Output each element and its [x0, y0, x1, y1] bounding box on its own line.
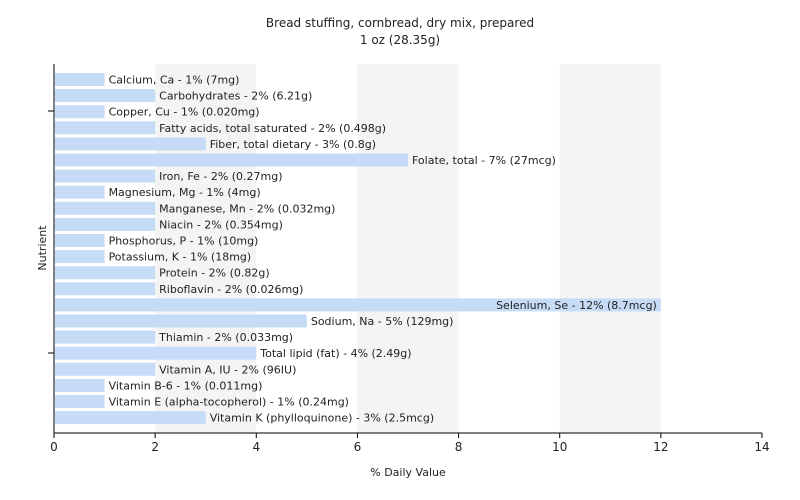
x-axis-label: % Daily Value: [370, 466, 446, 479]
bar-label: Fiber, total dietary - 3% (0.8g): [210, 138, 376, 151]
bar: [55, 250, 105, 264]
x-tick-label: 12: [653, 440, 668, 454]
bar: [55, 378, 105, 392]
bar: [55, 282, 156, 296]
bar-label: Vitamin B-6 - 1% (0.011mg): [109, 379, 263, 392]
bar: [55, 217, 156, 231]
grid-bands: [54, 64, 762, 433]
x-tick-label: 10: [552, 440, 567, 454]
y-axis-label: Nutrient: [36, 225, 49, 271]
bar-label: Copper, Cu - 1% (0.020mg): [109, 106, 260, 119]
bar-label: Folate, total - 7% (27mcg): [412, 154, 556, 167]
bar-label: Calcium, Ca - 1% (7mg): [109, 74, 240, 87]
bar: [55, 346, 257, 360]
bar: [55, 314, 307, 328]
grid-band: [559, 64, 661, 433]
bar-labels-group: Calcium, Ca - 1% (7mg) Carbohydrates - 2%…: [109, 74, 657, 425]
bar-label: Sodium, Na - 5% (129mg): [311, 315, 454, 328]
bar-label: Vitamin K (phylloquinone) - 3% (2.5mcg): [210, 412, 434, 425]
bar-label: Fatty acids, total saturated - 2% (0.498…: [159, 122, 386, 135]
bar: [55, 330, 156, 344]
bar: [55, 298, 661, 312]
bar-label: Potassium, K - 1% (18mg): [109, 251, 252, 264]
bar-label: Thiamin - 2% (0.033mg): [158, 331, 293, 344]
bar: [55, 73, 105, 86]
bar-label: Total lipid (fat) - 4% (2.49g): [259, 347, 411, 360]
grid-band: [54, 64, 156, 433]
bar: [55, 121, 156, 135]
axes-group: [48, 64, 762, 434]
grid-band: [458, 64, 560, 433]
bar-label: Vitamin A, IU - 2% (96IU): [159, 363, 296, 376]
grid-band: [256, 64, 358, 433]
x-tick-label: 6: [354, 440, 362, 454]
bar: [55, 169, 156, 183]
bar: [55, 201, 156, 215]
bar-label: Vitamin E (alpha-tocopherol) - 1% (0.24m…: [109, 396, 349, 409]
x-tick-label: 0: [50, 440, 58, 454]
bar: [55, 266, 156, 280]
grid-band: [155, 64, 257, 433]
bar: [55, 362, 156, 376]
bar: [55, 153, 408, 167]
grid-band: [660, 64, 762, 433]
x-tick-label: 4: [252, 440, 260, 454]
bar-label: Niacin - 2% (0.354mg): [159, 218, 283, 231]
x-tick-label: 8: [455, 440, 463, 454]
x-tick-label: 14: [754, 440, 769, 454]
bar: [55, 411, 206, 425]
bar: [55, 395, 105, 408]
bar-label: Phosphorus, P - 1% (10mg): [109, 235, 259, 248]
bar: [55, 234, 105, 247]
bar-label: Carbohydrates - 2% (6.21g): [159, 90, 312, 103]
bars-group: [55, 73, 661, 425]
bar-label: Magnesium, Mg - 1% (4mg): [109, 186, 261, 199]
bar-label: Selenium, Se - 12% (8.7mcg): [496, 299, 657, 312]
bar: [55, 185, 105, 199]
bar-label: Riboflavin - 2% (0.026mg): [159, 283, 303, 296]
bar: [55, 105, 105, 119]
x-ticks-group: 0 2 4 6 8 10 12 14: [50, 433, 770, 454]
chart-subtitle: 1 oz (28.35g): [360, 33, 440, 47]
bar-label: Protein - 2% (0.82g): [159, 267, 270, 280]
x-tick-label: 2: [151, 440, 159, 454]
bar-label: Iron, Fe - 2% (0.27mg): [159, 170, 282, 183]
grid-band: [357, 64, 459, 433]
chart-title: Bread stuffing, cornbread, dry mix, prep…: [266, 16, 534, 30]
bar-label: Manganese, Mn - 2% (0.032mg): [159, 202, 335, 215]
bar: [55, 89, 156, 103]
bar: [55, 137, 206, 151]
